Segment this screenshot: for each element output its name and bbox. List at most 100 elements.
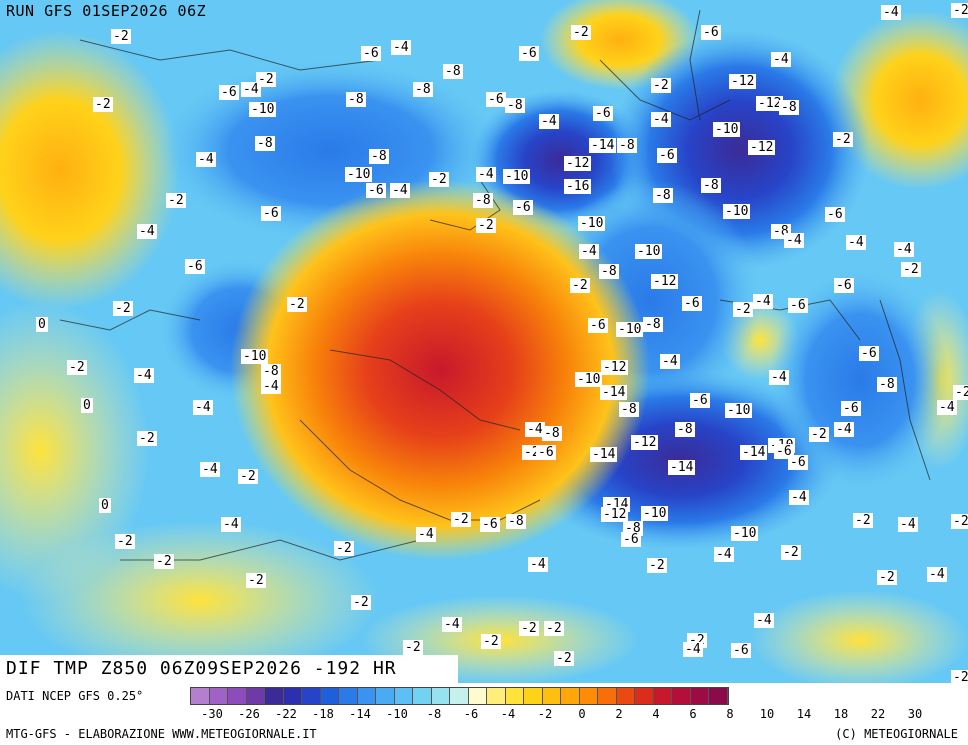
color-swatch bbox=[524, 688, 543, 704]
color-scale-tick: 14 bbox=[796, 707, 812, 721]
color-swatch bbox=[635, 688, 654, 704]
color-scale-tick: 0 bbox=[578, 707, 586, 721]
value-label: -2 bbox=[519, 621, 539, 636]
value-label: -4 bbox=[846, 235, 866, 250]
value-label: -2 bbox=[877, 570, 897, 585]
value-label: -4 bbox=[579, 244, 599, 259]
color-swatch bbox=[228, 688, 247, 704]
value-label: -4 bbox=[660, 354, 680, 369]
color-scale-tick: -2 bbox=[537, 707, 553, 721]
value-label: -2 bbox=[651, 78, 671, 93]
value-label: -6 bbox=[513, 200, 533, 215]
value-label: -4 bbox=[261, 379, 281, 394]
value-label: -2 bbox=[137, 431, 157, 446]
value-label: -2 bbox=[451, 512, 471, 527]
value-label: -2 bbox=[113, 301, 133, 316]
value-label: -8 bbox=[779, 100, 799, 115]
data-source: DATI NCEP GFS 0.25° bbox=[6, 689, 144, 703]
color-swatch bbox=[542, 688, 561, 704]
value-label: 0 bbox=[99, 498, 111, 513]
value-label: 0 bbox=[81, 398, 93, 413]
value-label: -4 bbox=[390, 183, 410, 198]
value-label: -10 bbox=[731, 526, 759, 541]
color-swatch bbox=[450, 688, 469, 704]
value-label: -2 bbox=[481, 634, 501, 649]
value-label: -8 bbox=[413, 82, 433, 97]
value-label: -8 bbox=[346, 92, 366, 107]
value-label: -14 bbox=[668, 460, 696, 475]
value-label: -2 bbox=[246, 573, 266, 588]
value-label: -2 bbox=[544, 621, 564, 636]
value-label: -2 bbox=[238, 469, 258, 484]
value-label: -8 bbox=[369, 149, 389, 164]
value-label: -4 bbox=[834, 422, 854, 437]
value-label: -16 bbox=[564, 179, 592, 194]
value-label: -2 bbox=[351, 595, 371, 610]
color-swatch bbox=[394, 688, 413, 704]
color-scale-tick: -30 bbox=[201, 707, 223, 721]
value-label: -8 bbox=[261, 364, 281, 379]
value-label: -2 bbox=[476, 218, 496, 233]
color-swatch bbox=[579, 688, 598, 704]
value-label: -14 bbox=[590, 447, 618, 462]
value-label: -2 bbox=[67, 360, 87, 375]
color-scale-tick: 18 bbox=[833, 707, 849, 721]
value-label: -6 bbox=[261, 206, 281, 221]
value-label: -10 bbox=[345, 167, 373, 182]
value-label: -8 bbox=[599, 264, 619, 279]
value-label: -14 bbox=[589, 138, 617, 153]
copyright-text: (C) METEOGIORNALE bbox=[835, 727, 958, 741]
value-label: -4 bbox=[898, 517, 918, 532]
value-label: -4 bbox=[241, 82, 261, 97]
value-label: -2 bbox=[951, 3, 968, 18]
value-label: -12 bbox=[564, 156, 592, 171]
color-swatch bbox=[246, 688, 265, 704]
value-label: -4 bbox=[753, 294, 773, 309]
value-label: -4 bbox=[193, 400, 213, 415]
value-label: -6 bbox=[731, 643, 751, 658]
value-label: -4 bbox=[416, 527, 436, 542]
credit-text: MTG-GFS - ELABORAZIONE WWW.METEOGIORNALE… bbox=[6, 727, 317, 741]
value-label: -8 bbox=[619, 402, 639, 417]
value-label: -2 bbox=[951, 670, 968, 685]
color-swatch bbox=[690, 688, 709, 704]
color-scale-tick: 6 bbox=[689, 707, 697, 721]
value-label: -2 bbox=[429, 172, 449, 187]
value-label: -4 bbox=[894, 242, 914, 257]
color-scale-tick: -6 bbox=[463, 707, 479, 721]
value-label: -2 bbox=[111, 29, 131, 44]
value-label: -2 bbox=[647, 558, 667, 573]
color-swatch bbox=[505, 688, 524, 704]
value-label: -14 bbox=[600, 385, 628, 400]
value-label: -12 bbox=[651, 274, 679, 289]
value-label: -6 bbox=[480, 517, 500, 532]
value-label: -12 bbox=[756, 96, 784, 111]
value-label: -10 bbox=[723, 204, 751, 219]
value-label: -4 bbox=[651, 112, 671, 127]
value-label: -4 bbox=[221, 517, 241, 532]
value-label: -2 bbox=[93, 97, 113, 112]
value-label: -2 bbox=[853, 513, 873, 528]
color-swatch bbox=[413, 688, 432, 704]
value-label: -8 bbox=[877, 377, 897, 392]
value-label: -6 bbox=[361, 46, 381, 61]
color-swatch bbox=[616, 688, 635, 704]
value-label: -6 bbox=[825, 207, 845, 222]
color-swatch bbox=[431, 688, 450, 704]
color-swatch bbox=[283, 688, 302, 704]
value-label: -2 bbox=[154, 554, 174, 569]
color-scale-tick: -14 bbox=[349, 707, 371, 721]
color-swatch bbox=[376, 688, 395, 704]
value-label: -8 bbox=[643, 317, 663, 332]
value-label: -10 bbox=[725, 403, 753, 418]
color-swatch bbox=[357, 688, 376, 704]
value-label: -10 bbox=[249, 102, 277, 117]
map-title: DIF TMP Z850 06Z09SEP2026 -192 HR bbox=[0, 655, 458, 683]
value-label: -10 bbox=[635, 244, 663, 259]
value-label: -8 bbox=[506, 514, 526, 529]
temperature-anomaly-map bbox=[0, 0, 968, 683]
value-label: -2 bbox=[334, 541, 354, 556]
value-label: -10 bbox=[578, 216, 606, 231]
value-label: -4 bbox=[525, 422, 545, 437]
value-label: -10 bbox=[241, 349, 269, 364]
